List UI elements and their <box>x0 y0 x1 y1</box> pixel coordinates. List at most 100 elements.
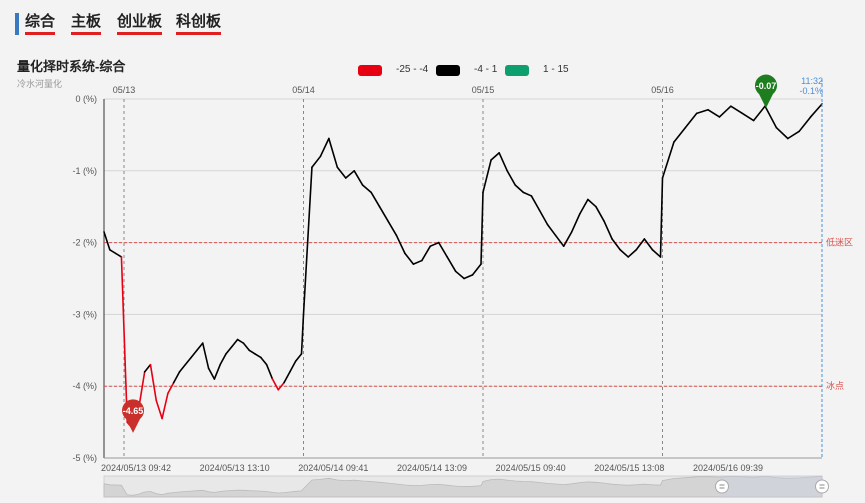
series-segment <box>429 241 440 247</box>
day-label: 05/13 <box>113 85 136 95</box>
legend-swatch-high[interactable] <box>505 65 529 76</box>
series-segment <box>775 126 789 140</box>
zoom-handle-right[interactable] <box>815 479 829 494</box>
series-segment <box>149 363 158 402</box>
chart-title: 量化择时系统-综合 <box>17 59 126 74</box>
x-tick-label: 2024/05/15 09:40 <box>496 463 566 473</box>
zoom-handle-left[interactable] <box>715 479 729 494</box>
x-tick-label: 2024/05/15 13:08 <box>594 463 664 473</box>
series-segment <box>302 166 313 316</box>
reference-line-label: 冰点 <box>826 380 844 391</box>
legend-swatch-mid[interactable] <box>436 65 460 76</box>
series-segment <box>103 231 111 251</box>
legend-label-mid: -4 - 1 <box>474 64 498 75</box>
series-segment <box>143 363 152 373</box>
series-segment <box>120 256 129 423</box>
series-segment <box>172 371 181 384</box>
series-segment <box>421 245 432 262</box>
series-segment <box>387 220 398 237</box>
series-segment <box>230 338 239 348</box>
tab-main-board[interactable]: 主板 <box>71 13 102 35</box>
series-segment <box>514 184 525 194</box>
series-segment <box>404 252 415 265</box>
tab-composite[interactable]: 综合 <box>25 13 56 35</box>
series-segment <box>361 184 372 194</box>
series-segment <box>562 231 573 247</box>
legend-label-low: -25 - -4 <box>396 64 429 75</box>
series-segment <box>603 220 613 240</box>
series-segment <box>619 248 630 258</box>
y-tick-label: -3 (%) <box>73 309 98 319</box>
reference-line-label: 低迷区 <box>826 237 853 248</box>
series-segment <box>184 356 192 366</box>
last-point-label: -0.07 <box>756 81 777 91</box>
series-segment <box>336 166 347 179</box>
series-segment <box>283 371 291 384</box>
series-segment <box>311 155 322 169</box>
x-tick-label: 2024/05/16 09:39 <box>693 463 763 473</box>
series-segment <box>265 363 274 380</box>
series-segment <box>109 248 117 255</box>
series-segment <box>798 116 812 133</box>
series-segment <box>570 213 581 233</box>
cursor-time: 11:32 <box>801 76 823 86</box>
series-segment <box>219 353 227 366</box>
series-segment <box>480 191 484 265</box>
series-segment <box>764 105 778 129</box>
min-point-marker[interactable] <box>122 399 145 433</box>
series-segment <box>254 353 262 359</box>
series-segment <box>213 363 221 380</box>
series-segment <box>595 205 605 222</box>
series-segment <box>627 248 638 258</box>
series-segment <box>242 342 251 352</box>
series-segment <box>463 274 474 280</box>
x-tick-label: 2024/05/13 13:10 <box>200 463 270 473</box>
series-segment <box>579 198 589 215</box>
series-segment <box>695 108 709 115</box>
x-tick-label: 2024/05/14 09:41 <box>298 463 368 473</box>
tab-bar: 综合 主板 创业板 科创板 <box>0 0 865 40</box>
legend: -25 - -4 -4 - 1 1 - 15 <box>358 63 588 77</box>
series-segment <box>344 170 356 179</box>
series-segment <box>490 152 500 161</box>
series-segment <box>207 367 216 380</box>
zoom-slider-preview <box>103 475 823 498</box>
series-segment <box>635 238 646 251</box>
series-segment <box>787 130 801 140</box>
series-segment <box>294 353 303 362</box>
series-segment <box>300 313 305 355</box>
series-segment <box>538 209 549 226</box>
series-segment <box>482 159 492 194</box>
chart-subtitle: 冷水河量化 <box>17 79 63 89</box>
series-segment <box>289 360 297 373</box>
y-tick-label: -4 (%) <box>73 381 98 391</box>
x-tick-label: 2024/05/13 09:42 <box>101 463 171 473</box>
tab-star-market[interactable]: 科创板 <box>176 13 222 35</box>
last-point-marker[interactable] <box>755 74 777 109</box>
legend-swatch-low[interactable] <box>358 65 382 76</box>
series-segment <box>201 342 210 370</box>
series-segment <box>471 263 482 276</box>
series-segment <box>370 191 381 208</box>
series-segment <box>587 198 597 208</box>
tab-chinext[interactable]: 创业板 <box>117 13 163 35</box>
y-tick-label: -2 (%) <box>73 238 98 248</box>
day-label: 05/16 <box>651 85 674 95</box>
series-segment <box>752 105 766 122</box>
series-segment <box>161 392 169 420</box>
series-segment <box>155 399 163 420</box>
series-segment <box>730 105 744 115</box>
min-point-label: -4.65 <box>123 406 144 416</box>
day-label: 05/15 <box>472 85 495 95</box>
legend-label-high: 1 - 15 <box>543 64 569 75</box>
series-segment <box>395 234 406 255</box>
day-label: 05/14 <box>292 85 315 95</box>
series-segment <box>319 137 330 158</box>
series-segment <box>611 238 621 251</box>
series-segment <box>378 205 389 222</box>
zoom-slider-window[interactable] <box>722 476 822 497</box>
series-segment <box>707 108 721 118</box>
series-segment <box>673 126 687 143</box>
y-tick-label: -5 (%) <box>73 453 98 463</box>
series-segment <box>167 381 175 395</box>
